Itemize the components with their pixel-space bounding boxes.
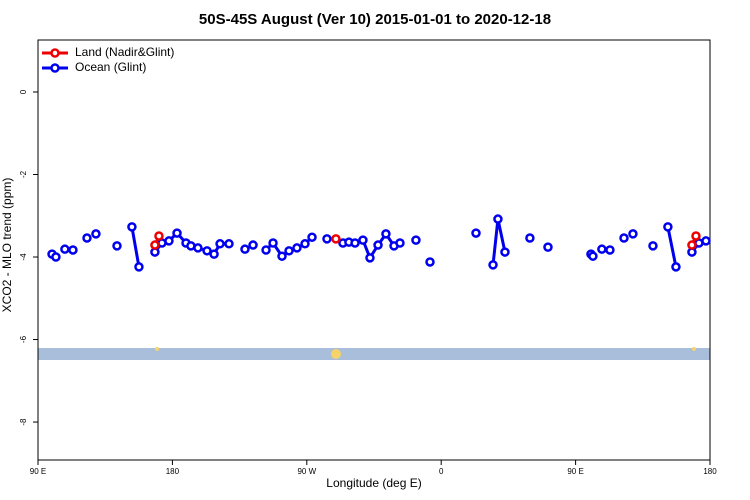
data-point (277, 251, 287, 261)
y-tick-label: -2 (19, 170, 28, 178)
surface-strip (38, 348, 710, 360)
data-point (671, 262, 681, 272)
data-point (202, 246, 212, 256)
data-point (307, 232, 317, 242)
legend-marker (50, 48, 60, 58)
data-point (292, 243, 302, 253)
data-point (358, 235, 368, 245)
data-point (240, 244, 250, 254)
data-point (51, 252, 61, 262)
data-point (588, 251, 598, 261)
strip-dot (692, 347, 696, 351)
x-tick-label: 180 (703, 467, 717, 476)
legend-marker (50, 63, 60, 73)
x-axis-label: Longitude (deg E) (326, 476, 421, 490)
legend-label: Ocean (Glint) (75, 60, 146, 74)
data-point (127, 222, 137, 232)
data-point (91, 229, 101, 239)
data-point (331, 234, 341, 244)
y-tick-label: -8 (19, 418, 28, 426)
data-point (395, 238, 405, 248)
data-point (525, 233, 535, 243)
data-point (701, 236, 711, 246)
x-tick-label: 180 (166, 467, 180, 476)
legend-label: Land (Nadir&Glint) (75, 45, 174, 59)
strip-dot (331, 349, 341, 359)
data-point (365, 253, 375, 263)
data-point (687, 240, 697, 250)
y-tick-label: -4 (19, 253, 28, 261)
data-point (628, 229, 638, 239)
data-point (493, 214, 503, 224)
data-point (82, 233, 92, 243)
data-point (605, 245, 615, 255)
data-point (300, 239, 310, 249)
data-point (172, 228, 182, 238)
data-point (425, 257, 435, 267)
data-point (112, 241, 122, 251)
data-point (373, 240, 383, 250)
x-tick-label: 90 W (297, 467, 316, 476)
data-point (471, 228, 481, 238)
data-point (350, 238, 360, 248)
data-point (648, 241, 658, 251)
x-tick-label: 90 E (567, 467, 583, 476)
data-point (619, 233, 629, 243)
data-point (193, 243, 203, 253)
data-point (261, 245, 271, 255)
data-point (134, 262, 144, 272)
data-point (209, 249, 219, 259)
strip-dot (155, 347, 159, 351)
data-point (543, 242, 553, 252)
plot-frame (37, 39, 711, 461)
data-point (691, 231, 701, 241)
data-point (663, 222, 673, 232)
legend: Land (Nadir&Glint)Ocean (Glint) (42, 45, 174, 74)
y-tick-label: -6 (19, 335, 28, 343)
data-point (597, 244, 607, 254)
data-point (154, 231, 164, 241)
data-point (268, 238, 278, 248)
data-point (322, 234, 332, 244)
x-tick-label: 90 E (30, 467, 46, 476)
data-point (224, 239, 234, 249)
data-point (215, 239, 225, 249)
data-point (164, 236, 174, 246)
data-point (68, 245, 78, 255)
data-point (60, 244, 70, 254)
y-tick-label: 0 (19, 89, 28, 94)
data-point (248, 240, 258, 250)
data-point (381, 229, 391, 239)
data-point (411, 235, 421, 245)
data-point (284, 246, 294, 256)
chart-title: 50S-45S August (Ver 10) 2015-01-01 to 20… (199, 11, 551, 28)
x-tick-label: 0 (439, 467, 444, 476)
y-axis-label: XCO2 - MLO trend (ppm) (0, 178, 14, 313)
data-point (500, 247, 510, 257)
data-point (488, 260, 498, 270)
data-point (150, 240, 160, 250)
